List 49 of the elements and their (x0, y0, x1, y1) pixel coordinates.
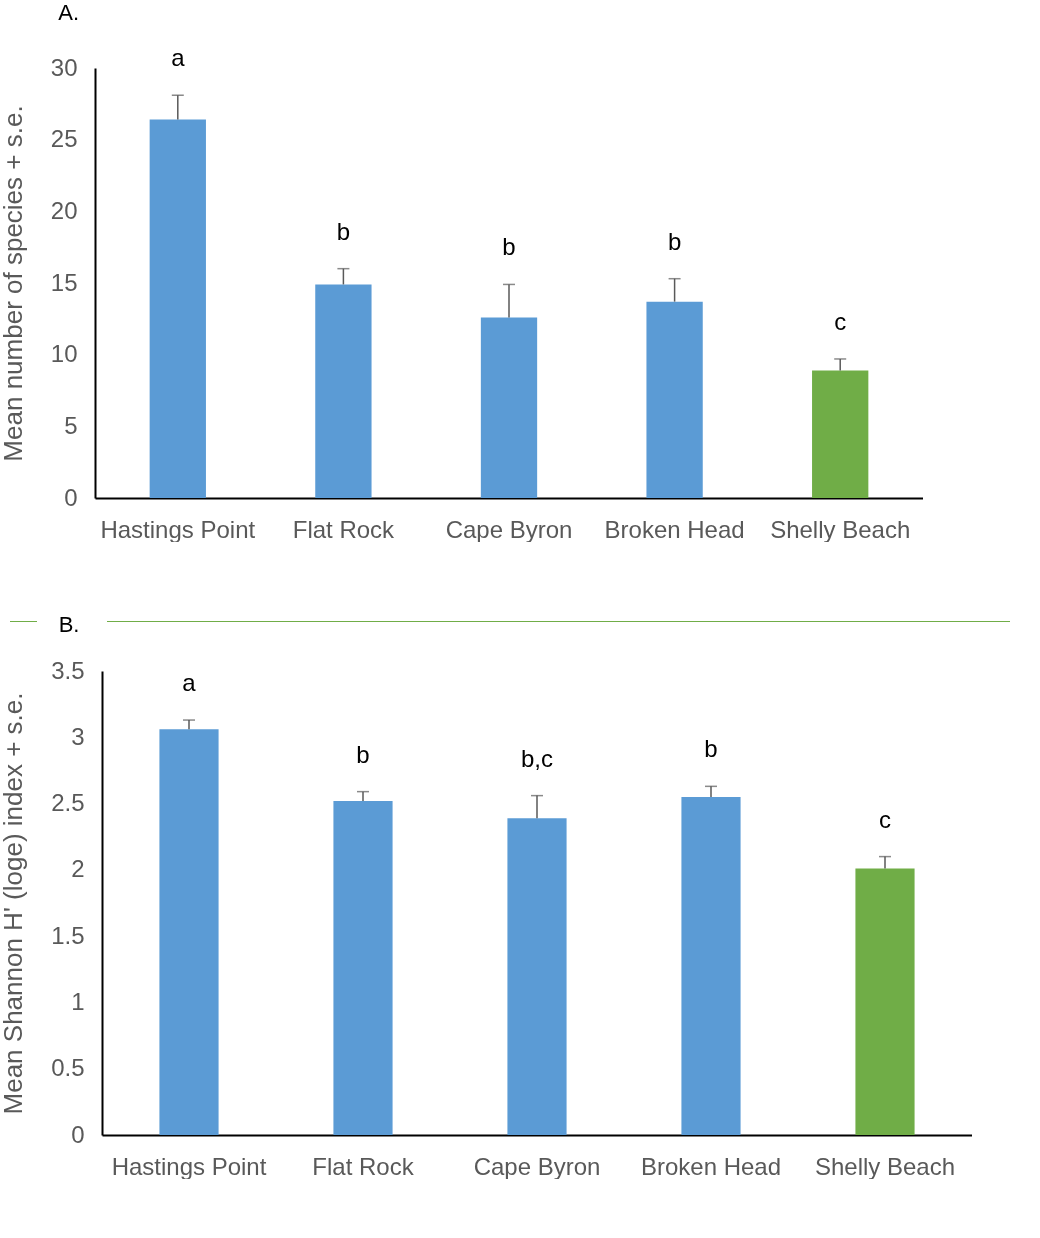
y-tick-label: 2.5 (51, 789, 85, 817)
annotation: a (182, 669, 197, 697)
x-tick-label: Broken Head (640, 1152, 782, 1180)
y-tick-label: 0.5 (51, 1054, 85, 1082)
y-tick-label: 30 (50, 53, 78, 81)
y-tick-label: 2 (71, 855, 85, 883)
annotation: a (171, 44, 186, 72)
bar (681, 796, 741, 1135)
annotation: b (502, 233, 516, 261)
x-tick-label: Cape Byron (473, 1152, 601, 1180)
annotation: b,c (520, 744, 554, 772)
bar (333, 800, 393, 1135)
y-axis-title: Mean Shannon H' (loge) index + s.e. (0, 692, 29, 1115)
y-tick-label: 20 (50, 196, 78, 224)
annotation: b (667, 227, 682, 255)
bar (315, 284, 372, 498)
chart-title: A. (58, 0, 80, 26)
x-tick-label: Hastings Point (100, 515, 256, 543)
y-tick-label: 0 (71, 1120, 85, 1148)
annotation: b (356, 740, 370, 768)
y-tick-label: 0 (64, 483, 78, 511)
bar (646, 301, 703, 498)
y-tick-label: 1.5 (51, 921, 85, 949)
x-tick-label: Shelly Beach (770, 515, 911, 543)
annotation: b (704, 735, 718, 763)
x-tick-label: Shelly Beach (814, 1152, 956, 1180)
x-tick-label: Broken Head (604, 515, 745, 543)
x-tick-label: Cape Byron (445, 515, 573, 543)
y-tick-label: 10 (50, 340, 78, 368)
y-axis-title: Mean number of species + s.e. (0, 105, 28, 462)
annotation: c (879, 805, 891, 833)
annotation: c (834, 307, 847, 335)
y-tick-label: 3 (71, 722, 85, 750)
bar (507, 818, 567, 1135)
bar (159, 729, 219, 1135)
x-tick-label: Flat Rock (312, 1152, 415, 1180)
bar (480, 317, 538, 498)
x-tick-label: Flat Rock (292, 515, 396, 543)
y-tick-label: 15 (50, 268, 78, 296)
bar (149, 119, 206, 498)
annotation: b (336, 217, 351, 245)
y-tick-label: 1 (71, 987, 85, 1015)
y-tick-label: 3.5 (51, 656, 85, 684)
y-tick-label: 25 (50, 125, 78, 153)
chart-title: B. (58, 612, 80, 637)
y-tick-label: 5 (64, 411, 78, 439)
bar (855, 868, 915, 1135)
x-tick-label: Hastings Point (111, 1152, 267, 1180)
bar (812, 370, 869, 498)
